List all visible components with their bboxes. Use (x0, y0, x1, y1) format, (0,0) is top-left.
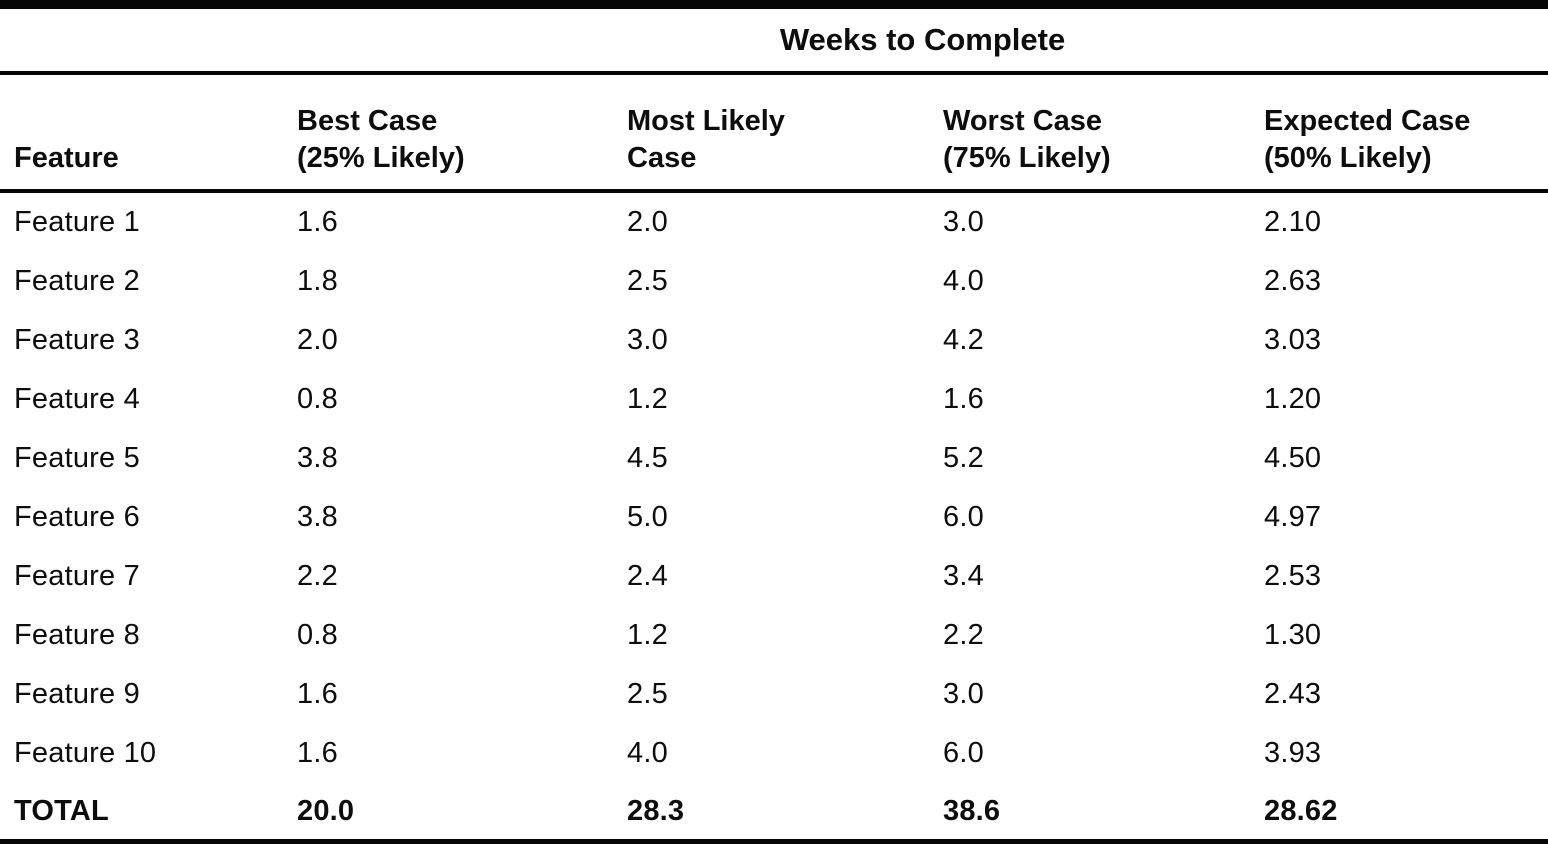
cell-best-case: 2.0 (297, 324, 338, 356)
table-row: Feature 3 2.0 3.0 4.2 3.03 (0, 311, 1548, 370)
cell-feature: Feature 7 (14, 560, 140, 592)
cell-total-most-likely: 28.3 (627, 794, 685, 827)
cell-feature: Feature 6 (14, 501, 140, 533)
cell-best-case: 3.8 (297, 442, 338, 474)
cell-expected-case: 4.97 (1264, 501, 1322, 533)
table-total-row: TOTAL 20.0 28.3 38.6 28.62 (0, 783, 1548, 843)
cell-worst-case: 6.0 (943, 501, 984, 533)
table-header-row: Feature Best Case (25% Likely) Most Like… (0, 73, 1548, 193)
col-header-expected-case-sublabel: (50% Likely) (1264, 141, 1432, 174)
col-header-best-case-label: Best Case (297, 104, 438, 137)
cell-most-likely: 3.0 (627, 324, 668, 356)
cell-worst-case: 3.4 (943, 560, 984, 592)
cell-expected-case: 2.63 (1264, 265, 1322, 297)
cell-total-best-case: 20.0 (297, 794, 355, 827)
cell-feature: Feature 5 (14, 442, 140, 474)
cell-best-case: 3.8 (297, 501, 338, 533)
table-title: Weeks to Complete (297, 4, 1548, 75)
table-row: Feature 10 1.6 4.0 6.0 3.93 (0, 724, 1548, 783)
table-row: Feature 1 1.6 2.0 3.0 2.10 (0, 191, 1548, 252)
cell-most-likely: 2.4 (627, 560, 668, 592)
col-header-best-case: Best Case (25% Likely) (297, 73, 627, 193)
cell-most-likely: 1.2 (627, 383, 668, 415)
col-header-worst-case-label: Worst Case (943, 104, 1103, 137)
cell-best-case: 1.6 (297, 737, 338, 769)
table-row: Feature 6 3.8 5.0 6.0 4.97 (0, 488, 1548, 547)
col-header-feature-label: Feature (14, 141, 119, 174)
cell-worst-case: 6.0 (943, 737, 984, 769)
cell-worst-case: 3.0 (943, 678, 984, 710)
cell-most-likely: 5.0 (627, 501, 668, 533)
col-header-most-likely-sublabel: Case (627, 141, 697, 174)
cell-worst-case: 4.0 (943, 265, 984, 297)
cell-best-case: 0.8 (297, 383, 338, 415)
cell-total-label: TOTAL (14, 794, 109, 827)
cell-worst-case: 1.6 (943, 383, 984, 415)
cell-expected-case: 2.10 (1264, 206, 1322, 238)
title-spacer (0, 4, 297, 75)
cell-most-likely: 4.0 (627, 737, 668, 769)
cell-feature: Feature 2 (14, 265, 140, 297)
table-row: Feature 5 3.8 4.5 5.2 4.50 (0, 429, 1548, 488)
cell-worst-case: 2.2 (943, 619, 984, 651)
cell-total-expected-case: 28.62 (1264, 794, 1338, 827)
cell-feature: Feature 1 (14, 206, 140, 238)
col-header-worst-case-sublabel: (75% Likely) (943, 141, 1111, 174)
table-row: Feature 7 2.2 2.4 3.4 2.53 (0, 547, 1548, 606)
cell-best-case: 2.2 (297, 560, 338, 592)
cell-best-case: 1.8 (297, 265, 338, 297)
col-header-best-case-sublabel: (25% Likely) (297, 141, 465, 174)
cell-expected-case: 2.53 (1264, 560, 1322, 592)
cell-worst-case: 3.0 (943, 206, 984, 238)
cell-expected-case: 4.50 (1264, 442, 1322, 474)
cell-best-case: 1.6 (297, 678, 338, 710)
table-title-row: Weeks to Complete (0, 4, 1548, 75)
cell-best-case: 0.8 (297, 619, 338, 651)
cell-most-likely: 2.0 (627, 206, 668, 238)
cell-expected-case: 1.20 (1264, 383, 1322, 415)
cell-feature: Feature 3 (14, 324, 140, 356)
cell-most-likely: 4.5 (627, 442, 668, 474)
cell-total-worst-case: 38.6 (943, 794, 1001, 827)
cell-most-likely: 1.2 (627, 619, 668, 651)
col-header-expected-case-label: Expected Case (1264, 104, 1471, 137)
cell-feature: Feature 9 (14, 678, 140, 710)
cell-feature: Feature 10 (14, 737, 157, 769)
cell-best-case: 1.6 (297, 206, 338, 238)
cell-expected-case: 1.30 (1264, 619, 1322, 651)
table-row: Feature 2 1.8 2.5 4.0 2.63 (0, 252, 1548, 311)
cell-worst-case: 4.2 (943, 324, 984, 356)
cell-expected-case: 3.93 (1264, 737, 1322, 769)
col-header-most-likely-case: Most Likely Case (627, 73, 943, 193)
cell-expected-case: 3.03 (1264, 324, 1322, 356)
col-header-most-likely-label: Most Likely (627, 104, 785, 137)
cell-feature: Feature 8 (14, 619, 140, 651)
cell-feature: Feature 4 (14, 383, 140, 415)
cell-most-likely: 2.5 (627, 678, 668, 710)
cell-most-likely: 2.5 (627, 265, 668, 297)
table-row: Feature 4 0.8 1.2 1.6 1.20 (0, 370, 1548, 429)
col-header-feature: Feature (0, 73, 297, 193)
table-row: Feature 9 1.6 2.5 3.0 2.43 (0, 665, 1548, 724)
col-header-worst-case: Worst Case (75% Likely) (943, 73, 1264, 193)
cell-worst-case: 5.2 (943, 442, 984, 474)
table-row: Feature 8 0.8 1.2 2.2 1.30 (0, 606, 1548, 665)
cell-expected-case: 2.43 (1264, 678, 1322, 710)
col-header-expected-case: Expected Case (50% Likely) (1264, 73, 1548, 193)
